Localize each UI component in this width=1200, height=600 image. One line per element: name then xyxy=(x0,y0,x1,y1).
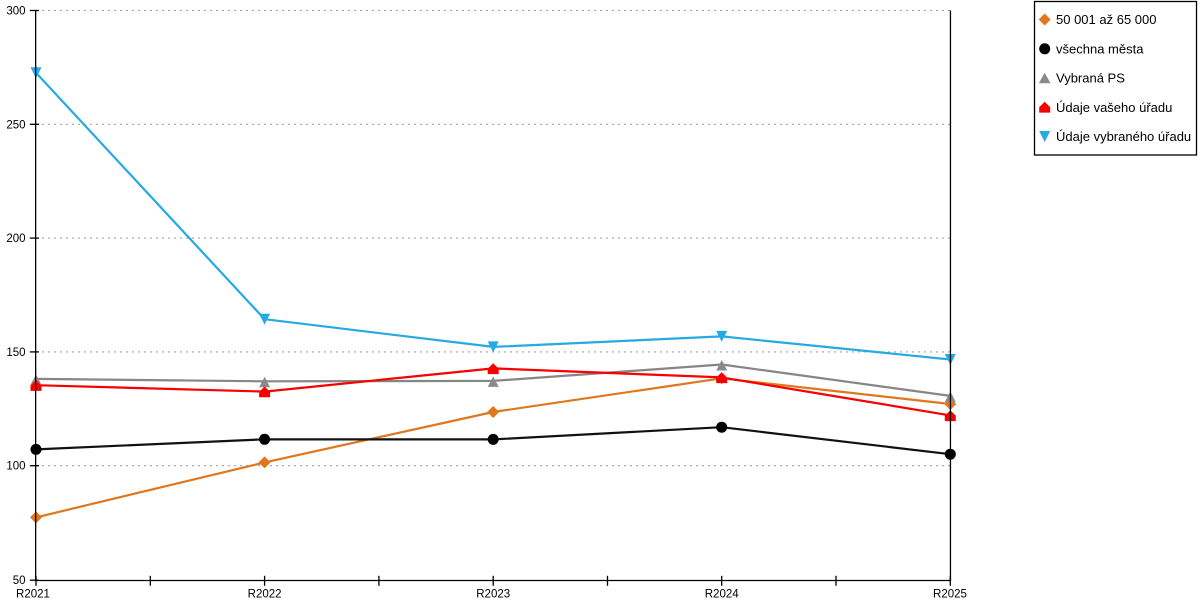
svg-text:R2024: R2024 xyxy=(705,589,739,600)
svg-text:R2025: R2025 xyxy=(933,589,967,600)
svg-text:100: 100 xyxy=(6,461,25,473)
svg-text:50 001 až 65 000: 50 001 až 65 000 xyxy=(1056,12,1156,27)
svg-text:R2021: R2021 xyxy=(16,589,50,600)
svg-text:Vybraná PS: Vybraná PS xyxy=(1056,71,1125,86)
svg-text:300: 300 xyxy=(6,6,25,18)
svg-text:50: 50 xyxy=(13,575,26,587)
svg-text:150: 150 xyxy=(6,347,25,359)
svg-text:Údaje vybraného úřadu: Údaje vybraného úřadu xyxy=(1056,129,1191,144)
svg-text:všechna města: všechna města xyxy=(1056,41,1144,56)
svg-text:Údaje vašeho úřadu: Údaje vašeho úřadu xyxy=(1056,100,1172,115)
svg-text:250: 250 xyxy=(6,119,25,131)
svg-text:R2023: R2023 xyxy=(476,589,510,600)
svg-text:200: 200 xyxy=(6,233,25,245)
svg-text:R2022: R2022 xyxy=(248,589,282,600)
